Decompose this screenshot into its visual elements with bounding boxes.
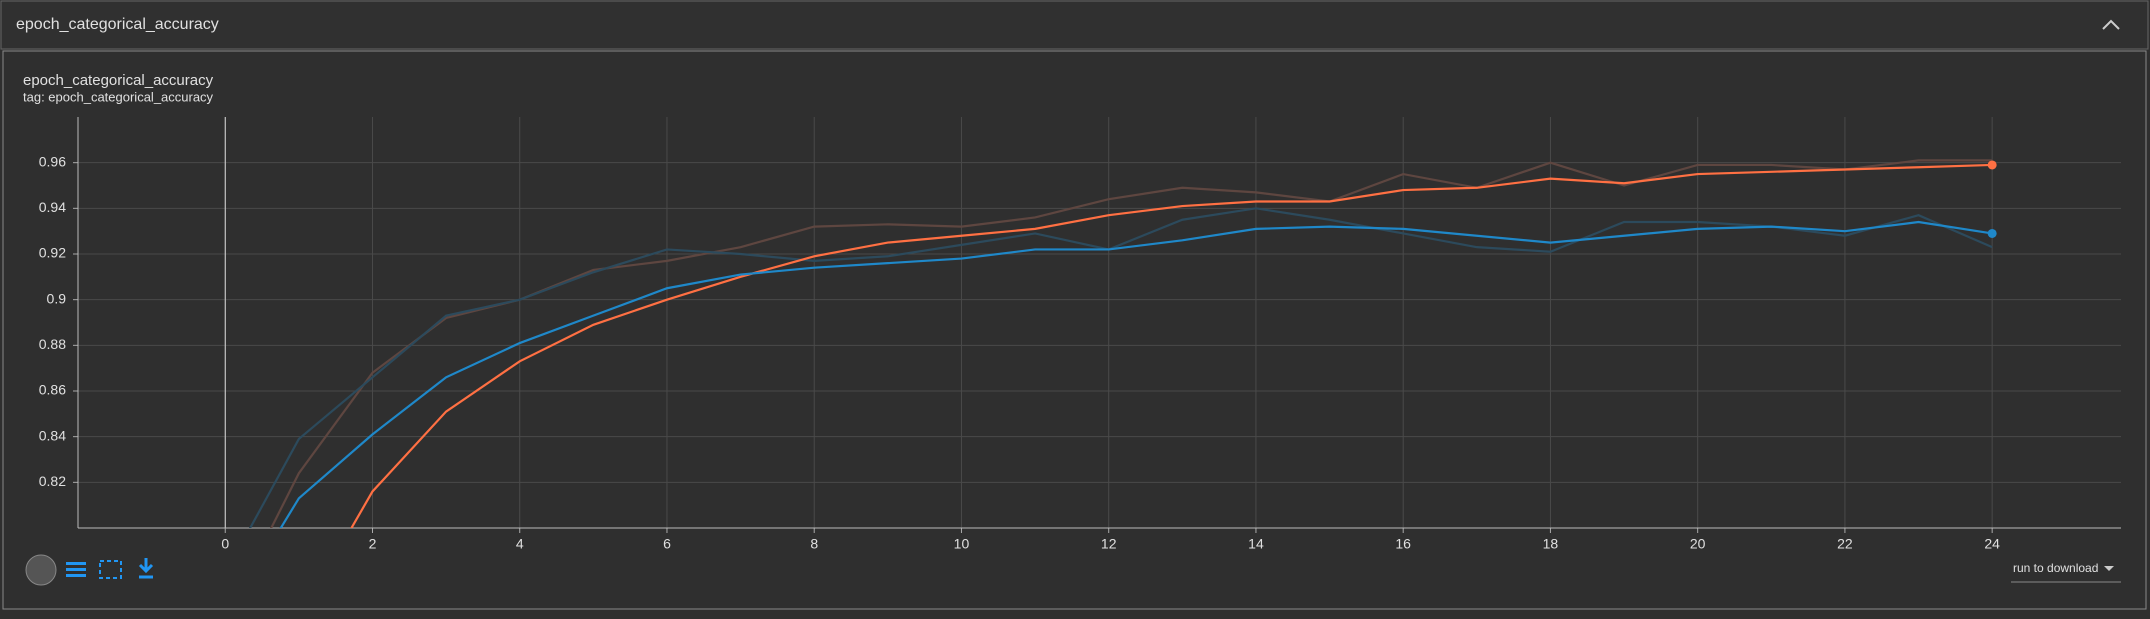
chart-subtitle: tag: epoch_categorical_accuracy: [23, 89, 214, 104]
x-tick-label: 16: [1395, 536, 1411, 552]
log-scale-icon-bar: [66, 574, 86, 577]
series-line: [350, 163, 1993, 528]
y-tick-label: 0.96: [39, 153, 66, 169]
x-tick-label: 10: [954, 536, 970, 552]
y-tick-label: 0.88: [39, 336, 66, 352]
toolbar-icons: [66, 558, 154, 579]
x-tick-label: 6: [663, 536, 671, 552]
y-tick-label: 0.92: [39, 245, 66, 261]
x-tick-label: 2: [369, 536, 377, 552]
last-point: [1987, 228, 1997, 238]
zoom-icon[interactable]: [99, 560, 122, 579]
x-tick-label: 8: [810, 536, 818, 552]
x-tick-label: 4: [516, 536, 524, 552]
download-icon[interactable]: [138, 558, 154, 579]
dropdown-arrow: [2104, 566, 2114, 571]
x-tick-label: 20: [1690, 536, 1706, 552]
y-tick-label: 0.94: [39, 199, 66, 215]
run-selector[interactable]: run to download: [2013, 561, 2098, 575]
y-tick-label: 0.84: [39, 427, 66, 443]
fit-toggle-button[interactable]: [25, 554, 57, 586]
x-tick-label: 22: [1837, 536, 1853, 552]
chart-title: epoch_categorical_accuracy: [23, 72, 214, 89]
x-tick-label: 24: [1984, 536, 2000, 552]
x-tick-label: 12: [1101, 536, 1117, 552]
series-line: [279, 220, 1993, 528]
x-tick-label: 14: [1248, 536, 1264, 552]
last-point: [1987, 160, 1997, 170]
chart-card: [2, 50, 2147, 610]
y-tick-label: 0.9: [47, 290, 67, 306]
x-tick-label: 18: [1543, 536, 1559, 552]
panel-title: epoch_categorical_accuracy: [16, 16, 219, 33]
log-scale-icon[interactable]: [66, 562, 86, 565]
log-scale-icon-bar: [66, 568, 86, 571]
collapse-icon[interactable]: [2102, 19, 2120, 30]
x-tick-label: 0: [221, 536, 229, 552]
y-tick-label: 0.82: [39, 473, 66, 489]
y-tick-label: 0.86: [39, 382, 66, 398]
panel-header[interactable]: [0, 0, 2149, 50]
